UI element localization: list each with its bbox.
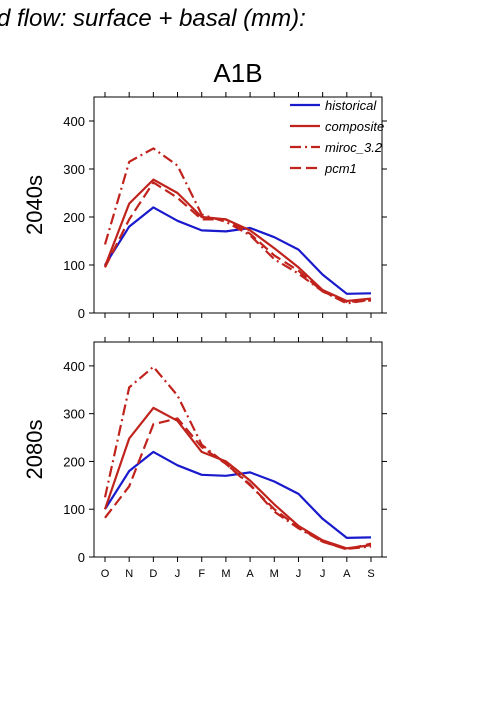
x-tick-label: O (101, 568, 110, 580)
page-title: d flow: surface + basal (mm): (0, 5, 306, 32)
series-line-composite (103, 406, 372, 550)
series-line-pcm1 (104, 417, 372, 551)
plot-frame (93, 341, 383, 558)
y-tick-label: 0 (78, 306, 85, 321)
x-tick-label: M (270, 568, 279, 580)
plot-frame (93, 96, 383, 314)
series-line-composite (103, 178, 372, 303)
y-tick-label: 200 (63, 454, 85, 469)
y-tick-label: 0 (78, 550, 85, 565)
x-tick-label: D (149, 568, 157, 580)
chart-panel-2040s: 0 100 200 300 400 2040s historical composite mir… (22, 92, 387, 321)
x-tick-label: J (175, 568, 181, 580)
y-tick-label: 100 (63, 258, 85, 273)
panel-label-2040s: 2040s (22, 175, 47, 235)
x-tick-label: N (125, 568, 133, 580)
scenario-title: A1B (213, 58, 262, 88)
y-tick-label: 300 (63, 162, 85, 177)
series-line-historical (104, 450, 372, 539)
chart-panels: 0 100 200 300 400 2040s historical composite mir… (22, 92, 387, 580)
series-line-pcm1 (104, 181, 372, 304)
series-line-historical (104, 206, 372, 295)
panel-label-2080s: 2080s (22, 420, 47, 480)
series-line-miroc_3.2 (103, 147, 372, 305)
legend-label-miroc_3.2: miroc_3.2 (325, 140, 383, 155)
legend-label-historical: historical (325, 98, 377, 113)
x-tick-label: M (221, 568, 230, 580)
x-tick-label: S (367, 568, 374, 580)
legend-label-composite: composite (325, 119, 384, 134)
x-tick-label: F (198, 568, 205, 580)
legend-label-pcm1: pcm1 (324, 161, 357, 176)
y-tick-label: 100 (63, 502, 85, 517)
x-tick-label: A (343, 568, 351, 580)
y-tick-label: 300 (63, 407, 85, 422)
x-tick-label: A (246, 568, 254, 580)
y-tick-label: 400 (63, 114, 85, 129)
x-tick-label: J (320, 568, 326, 580)
chart-panel-2080s: 0 100 200 300 400 O N D J F M A M J J A S 2080s (22, 337, 387, 580)
x-tick-label: J (296, 568, 302, 580)
y-tick-label: 200 (63, 210, 85, 225)
y-tick-label: 400 (63, 359, 85, 374)
